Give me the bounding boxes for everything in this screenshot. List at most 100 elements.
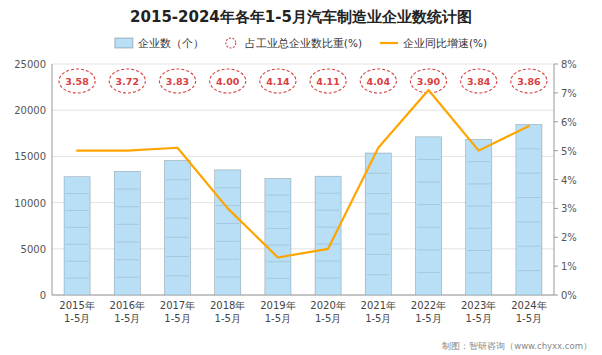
ratio-circle (511, 69, 547, 93)
y2-tick-label: 7% (561, 88, 577, 99)
floor-line (116, 189, 139, 190)
floor-line (66, 227, 89, 228)
footer: 制图：智研咨询（www.chyxx.com） (442, 341, 592, 351)
bar (516, 124, 542, 295)
x-tick-line: 1-5月 (164, 313, 190, 324)
x-tick-line: 2024年 (511, 300, 546, 311)
floor-line (317, 261, 340, 262)
bar (164, 160, 190, 295)
legend-label: 企业同比增速(%) (403, 37, 487, 49)
floor-line (367, 234, 390, 235)
floor-line (216, 187, 239, 188)
floor-line (166, 179, 189, 180)
floor-line (116, 242, 139, 243)
floor-line (266, 278, 289, 279)
floor-line (266, 195, 289, 196)
ratio-label: 3.84 (467, 76, 491, 87)
x-tick-label: 2024年 1-5月 (511, 300, 546, 324)
bar (64, 177, 90, 295)
y-tick-label: 5000 (21, 244, 46, 255)
floor-line (66, 278, 89, 279)
y2-tick-label: 6% (561, 117, 577, 128)
floor-line (216, 223, 239, 224)
x-tick-label: 2018年1-5月 (210, 300, 245, 324)
legend-item: 企业数（个） (115, 37, 204, 49)
ratio-label: 3.83 (166, 76, 189, 87)
ratio-label: 4.00 (216, 76, 240, 87)
y2-tick (554, 64, 558, 65)
floor-line (116, 277, 139, 278)
x-tick-label: 2015年1-5月 (59, 300, 94, 324)
floor-line (417, 272, 440, 273)
ratio-circle (360, 69, 396, 93)
floor-line (467, 206, 490, 207)
y2-tick (554, 295, 558, 296)
floor-line (66, 193, 89, 194)
y2-tick (554, 266, 558, 267)
ratio-circle (260, 69, 296, 93)
floor-line (517, 148, 540, 149)
x-tick-line: 2019年 (260, 300, 295, 311)
floor-line (417, 181, 440, 182)
x-tick-line: 2016年 (110, 300, 145, 311)
ratio-label: 4.14 (266, 76, 290, 87)
y-tick-label: 10000 (14, 198, 46, 209)
floor-line (367, 254, 390, 255)
y2-tick-label: 4% (561, 175, 577, 186)
floor-line (216, 241, 239, 242)
floor-line (166, 256, 189, 257)
floor-line (467, 272, 490, 273)
floor-line (216, 259, 239, 260)
legend: 企业数（个） 占工业总企业数比重(%) 企业同比增速(%) (115, 37, 487, 49)
x-tick-line: 1-5月 (365, 313, 391, 324)
floor-line (517, 173, 540, 174)
x-tick-label: 2021年1-5月 (361, 300, 396, 324)
floor-line (166, 275, 189, 276)
ratio-circle (210, 69, 246, 93)
y-axis (52, 64, 53, 295)
bar (415, 137, 441, 295)
chart: 2015-2024年各年1-5月汽车制造业企业数统计图0500010000150… (0, 0, 602, 355)
y-tick-label: 25000 (14, 59, 46, 70)
floor-line (417, 159, 440, 160)
x-tick-label: 2020年1-5月 (310, 300, 345, 324)
floor-line (517, 246, 540, 247)
floor-line (266, 245, 289, 246)
floor-line (317, 278, 340, 279)
bar (466, 139, 492, 295)
ratio-label: 4.11 (316, 76, 339, 87)
y2-tick-label: 2% (561, 232, 577, 243)
floor-line (367, 193, 390, 194)
x-tick-line: 1-5月 (516, 313, 542, 324)
floor-line (517, 270, 540, 271)
floor-line (467, 161, 490, 162)
y2-tick-label: 0% (561, 290, 577, 301)
x-tick-line: 2023年 (461, 300, 496, 311)
bar (215, 170, 241, 295)
floor-line (266, 228, 289, 229)
legend-swatch (115, 38, 133, 48)
x-tick-line: 2022年 (411, 300, 446, 311)
x-tick-label: 2017年1-5月 (160, 300, 195, 324)
floor-line (266, 211, 289, 212)
floor-line (367, 274, 390, 275)
y2-tick (554, 208, 558, 209)
floor-line (166, 237, 189, 238)
floor-line (417, 204, 440, 205)
title: 2015-2024年各年1-5月汽车制造业企业数统计图 (130, 8, 472, 26)
bar (315, 176, 341, 295)
floor-line (66, 210, 89, 211)
legend-item: 占工业总企业数比重(%) (226, 37, 362, 49)
x-tick-line: 2015年 (59, 300, 94, 311)
bar (365, 153, 391, 295)
y2-tick-label: 5% (561, 146, 577, 157)
marks (59, 69, 547, 295)
growth-line (77, 90, 529, 257)
floor-line (116, 224, 139, 225)
y2-axis (554, 64, 555, 295)
y2-tick (554, 121, 558, 122)
x-tick-label: 2016年1-5月 (110, 300, 145, 324)
y-tick-label: 20000 (14, 105, 46, 116)
ratio-circle (59, 69, 95, 93)
grid-line (52, 64, 554, 65)
